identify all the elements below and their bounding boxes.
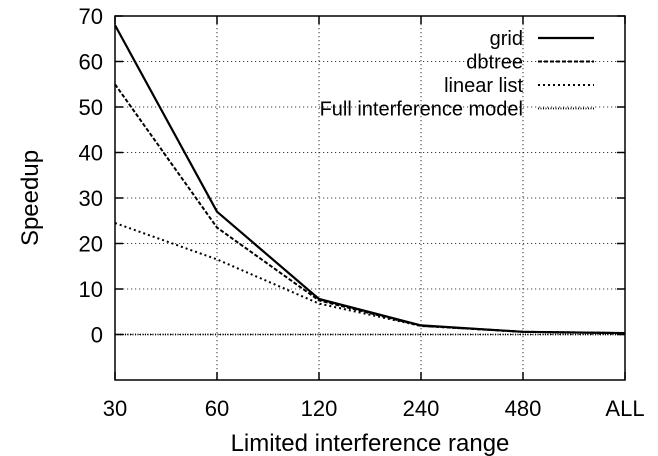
x-tick-label: 60 [205,396,229,421]
x-tick-label: 30 [103,396,127,421]
y-tick-label: 70 [79,4,103,29]
legend-label: Full interference model [320,99,523,121]
x-tick-label: ALL [605,396,644,421]
y-axis-ticks: 0 10 20 30 40 50 60 70 [79,4,625,348]
y-tick-label: 0 [91,323,103,348]
x-tick-label: 480 [505,396,542,421]
legend-label: linear list [444,75,523,97]
y-tick-label: 60 [79,50,103,75]
y-tick-label: 50 [79,95,103,120]
x-axis-ticks: 30 60 120 240 480 ALL [103,16,645,421]
series-lines [114,24,626,336]
y-tick-label: 30 [79,186,103,211]
legend-label: dbtree [466,52,523,74]
y-tick-label: 10 [79,277,103,302]
y-tick-label: 20 [79,232,103,257]
series-line-dbtree [114,83,626,335]
x-tick-label: 120 [301,396,338,421]
x-axis-title: Limited interference range [231,430,510,456]
legend-label: grid [490,28,523,50]
series-line-linear-list [114,222,626,335]
x-tick-label: 240 [403,396,440,421]
y-tick-label: 40 [79,141,103,166]
y-axis-title: Speedup [17,150,44,246]
